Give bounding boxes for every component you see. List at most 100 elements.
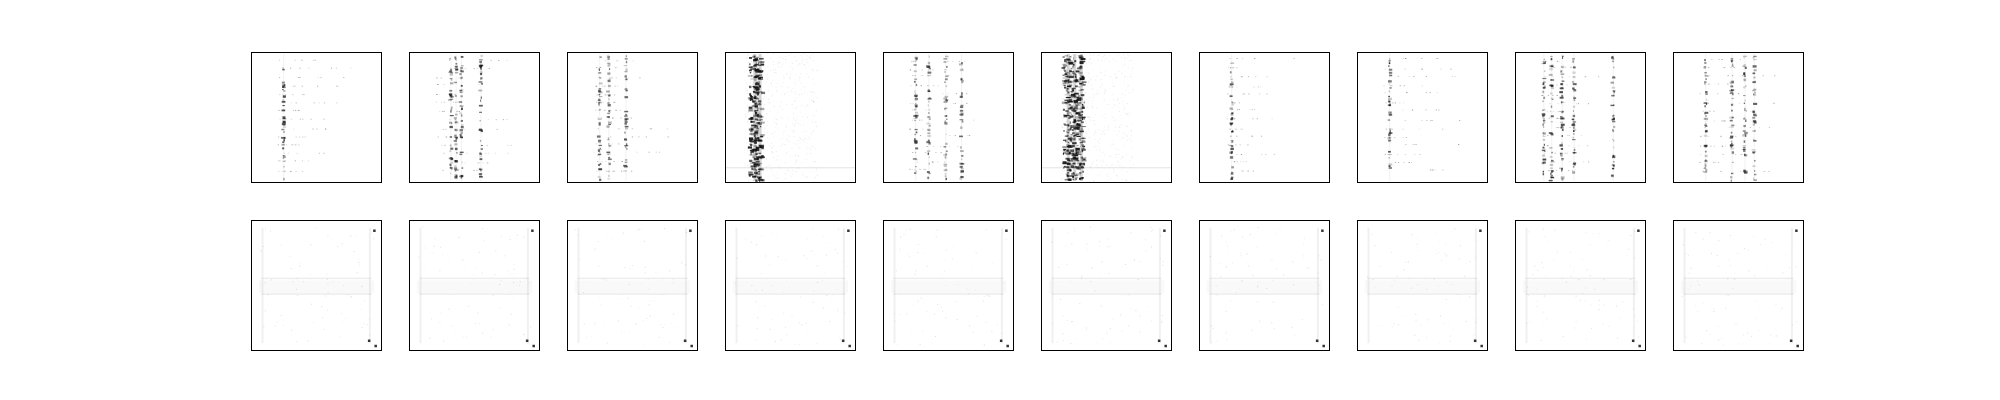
heat-cell xyxy=(928,142,931,145)
heat-cell xyxy=(960,77,963,81)
panel-frame xyxy=(251,220,382,351)
heat-cell xyxy=(794,79,796,81)
heat-cell xyxy=(945,99,948,102)
heat-cell xyxy=(745,80,747,82)
heat-cell xyxy=(945,98,948,100)
heat-cell xyxy=(748,67,750,69)
heat-cell xyxy=(1078,114,1080,116)
heat-cell xyxy=(789,142,791,144)
heat-cell xyxy=(1523,280,1638,293)
heat-cell xyxy=(1227,144,1229,146)
heat-cell xyxy=(788,55,790,57)
heat-cell xyxy=(420,332,422,334)
heat-cell xyxy=(1557,103,1559,105)
heat-cell xyxy=(928,118,931,120)
heat-cell xyxy=(1242,161,1245,163)
heat-cell xyxy=(1076,78,1081,81)
heat-cell xyxy=(1069,75,1071,77)
heat-cell xyxy=(1080,77,1082,79)
heat-cell xyxy=(943,165,947,167)
panel-background xyxy=(1515,52,1646,183)
heat-cell xyxy=(1221,235,1223,237)
heat-cell xyxy=(1074,73,1077,76)
heat-cell xyxy=(264,228,266,230)
heat-cell xyxy=(1730,104,1733,107)
heat-cell xyxy=(1612,138,1614,140)
heat-cell xyxy=(1231,117,1233,119)
heat-cell xyxy=(1613,146,1615,149)
heat-cell xyxy=(1129,160,1131,162)
heat-cell xyxy=(596,67,598,69)
heat-cell xyxy=(480,130,483,133)
heat-cell xyxy=(972,331,974,334)
heat-cell xyxy=(479,70,483,74)
heat-cell xyxy=(608,175,610,177)
heat-cell xyxy=(1103,131,1105,133)
heat-cell xyxy=(1532,274,1534,276)
heat-cell xyxy=(754,70,760,72)
heat-cell xyxy=(1081,99,1083,101)
heat-cell xyxy=(893,293,1004,295)
heat-cell xyxy=(1230,173,1234,175)
heat-cell xyxy=(762,103,764,105)
heat-cell xyxy=(1101,101,1103,103)
streak-line xyxy=(928,54,930,181)
heat-cell xyxy=(626,148,628,150)
heat-cell xyxy=(1104,117,1106,119)
heat-cell xyxy=(1690,285,1692,287)
heat-cell xyxy=(449,150,452,152)
heat-cell xyxy=(754,117,758,119)
heat-cell xyxy=(1541,150,1546,152)
heat-cell xyxy=(1247,170,1249,172)
heat-cell xyxy=(574,229,576,231)
heat-cell xyxy=(915,139,917,142)
heat-cell xyxy=(1550,174,1553,177)
heat-cell xyxy=(322,317,324,319)
heat-cell xyxy=(625,127,629,130)
heat-cell xyxy=(909,128,911,130)
heat-cell xyxy=(1088,98,1090,100)
heat-cell xyxy=(968,135,970,137)
heat-cell xyxy=(747,164,749,166)
heat-cell xyxy=(791,62,793,64)
heat-cell xyxy=(913,139,918,142)
heat-cell xyxy=(801,162,803,164)
heat-cell xyxy=(1079,135,1081,137)
heat-peak xyxy=(1322,344,1325,348)
heat-cell xyxy=(811,69,813,71)
heat-cell xyxy=(1723,67,1725,69)
heat-cell xyxy=(1082,77,1085,79)
heat-cell xyxy=(1559,111,1561,113)
heat-cell xyxy=(1233,161,1235,163)
heat-cell xyxy=(1068,78,1070,82)
heat-cell xyxy=(926,65,931,68)
heat-cell xyxy=(606,139,610,141)
heat-cell xyxy=(1225,332,1227,334)
heat-cell xyxy=(1102,85,1104,87)
heat-cell xyxy=(1551,84,1554,88)
heat-cell xyxy=(1561,76,1564,78)
heat-cell xyxy=(936,229,938,231)
heat-cell xyxy=(1085,58,1087,60)
heat-cell xyxy=(525,277,528,279)
heat-cell xyxy=(1229,122,1234,125)
heat-cell xyxy=(454,122,458,124)
heat-cell xyxy=(900,236,902,238)
heat-cell xyxy=(1240,170,1243,172)
heat-cell xyxy=(449,121,451,124)
heat-cell xyxy=(1416,246,1418,249)
heat-cell xyxy=(1561,56,1564,60)
heat-cell xyxy=(1544,236,1546,238)
heat-cell xyxy=(1077,133,1082,136)
heat-cell xyxy=(308,67,310,69)
heat-cell xyxy=(735,227,738,344)
heat-cell xyxy=(1122,93,1124,95)
heat-cell xyxy=(1105,161,1107,163)
heat-cell xyxy=(810,172,812,174)
heat-cell xyxy=(1092,68,1094,70)
heat-cell xyxy=(899,248,901,250)
heat-cell xyxy=(1755,301,1757,303)
heat-cell xyxy=(1064,101,1070,104)
heat-cell xyxy=(1083,118,1085,120)
heat-cell xyxy=(801,80,802,81)
